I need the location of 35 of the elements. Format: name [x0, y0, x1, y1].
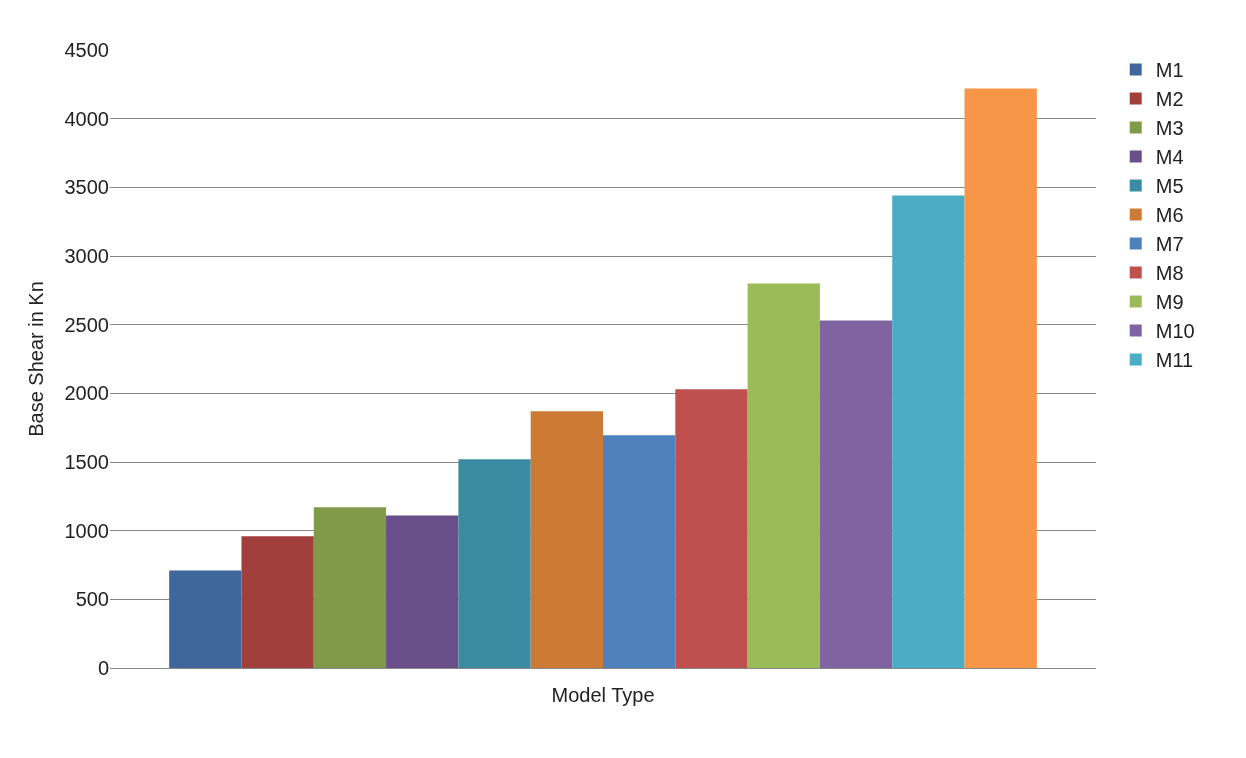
x-axis-title: Model Type	[551, 683, 655, 706]
bar	[458, 459, 531, 668]
y-tick-label: 2500	[64, 313, 109, 336]
bar	[530, 411, 603, 668]
y-tick-label: 3000	[64, 245, 109, 267]
y-tick-label: 0	[97, 657, 109, 679]
legend-label: M10	[1155, 320, 1195, 343]
legend-label: M2	[1155, 88, 1184, 111]
legend-label: M1	[1155, 59, 1184, 82]
bar	[603, 435, 676, 668]
legend-label: M11	[1155, 349, 1194, 372]
y-tick-label: 1500	[64, 451, 109, 473]
bar	[241, 536, 314, 668]
bar	[169, 570, 242, 668]
bar	[386, 515, 459, 668]
legend-label: M7	[1155, 233, 1184, 256]
bar	[819, 320, 893, 668]
y-tick-label: 2000	[64, 382, 109, 405]
y-tick-label: 4000	[64, 107, 109, 130]
legend-label: M3	[1155, 117, 1184, 140]
y-tick-label: 500	[75, 588, 109, 611]
legend-label: M5	[1155, 175, 1184, 198]
legend-label: M8	[1155, 262, 1184, 285]
legend-label: M4	[1155, 146, 1184, 169]
y-tick-label: 3500	[64, 176, 109, 199]
bar	[675, 389, 748, 668]
bar	[892, 195, 965, 668]
legend-label: M9	[1155, 291, 1184, 314]
bar	[313, 507, 387, 668]
y-axis-title: Base Shear in Kn	[25, 281, 47, 437]
y-tick-label: 4500	[64, 39, 109, 61]
legend-label: M6	[1155, 204, 1184, 227]
y-tick-label: 1000	[64, 519, 109, 542]
bar	[964, 88, 1037, 668]
bar	[747, 283, 820, 668]
